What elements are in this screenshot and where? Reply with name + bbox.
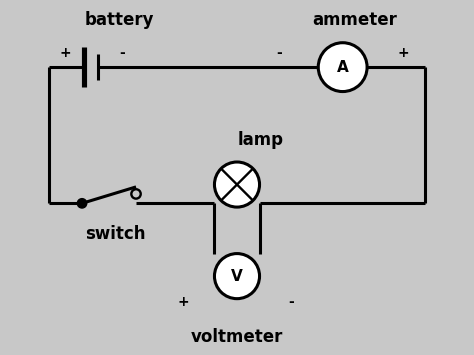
Circle shape bbox=[318, 43, 367, 92]
Circle shape bbox=[214, 253, 260, 299]
Text: +: + bbox=[177, 295, 189, 309]
Text: +: + bbox=[60, 46, 72, 60]
Text: -: - bbox=[288, 295, 294, 309]
Text: A: A bbox=[337, 60, 348, 75]
Text: battery: battery bbox=[85, 11, 155, 29]
Text: voltmeter: voltmeter bbox=[191, 328, 283, 346]
Text: lamp: lamp bbox=[237, 131, 283, 149]
Text: ammeter: ammeter bbox=[312, 11, 397, 29]
Circle shape bbox=[214, 162, 260, 207]
Text: -: - bbox=[276, 46, 282, 60]
Circle shape bbox=[77, 199, 87, 208]
Text: switch: switch bbox=[85, 225, 145, 243]
Text: V: V bbox=[231, 269, 243, 284]
Text: -: - bbox=[119, 46, 125, 60]
Text: +: + bbox=[398, 46, 410, 60]
